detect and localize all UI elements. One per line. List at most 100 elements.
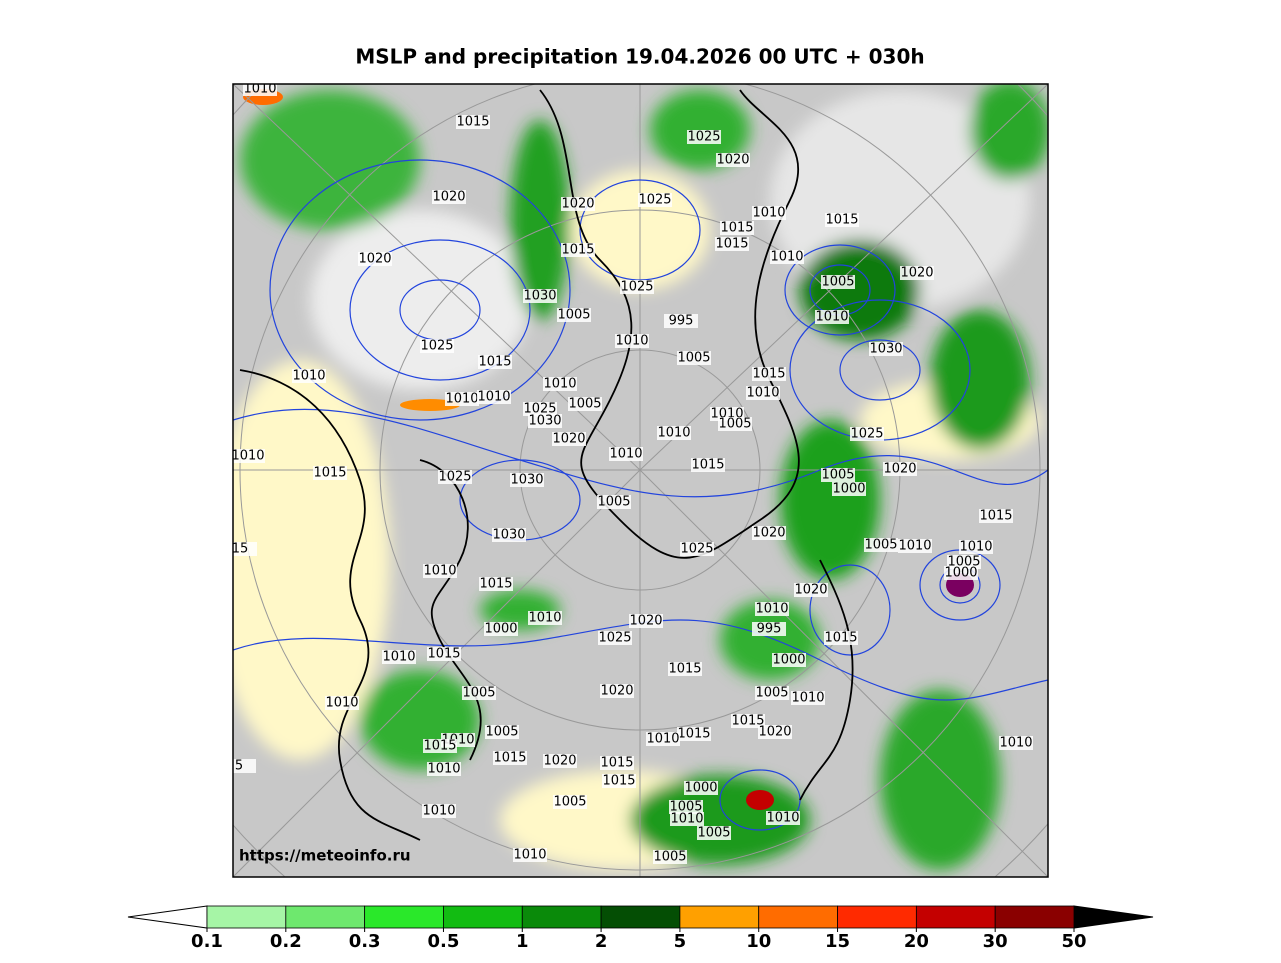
isobar-label: 1005 <box>821 468 854 483</box>
isobar-label-bg <box>561 197 595 211</box>
colorbar-tick-label: 0.2 <box>270 931 302 952</box>
isobar-label-bg <box>772 653 806 667</box>
isobar-label-bg <box>999 736 1033 750</box>
isobar-label-bg <box>646 732 680 746</box>
isobar-label-bg <box>684 781 718 795</box>
isobar-label-bg <box>821 468 855 482</box>
colorbar-box <box>600 905 681 929</box>
isobar-label: 1010 <box>292 369 325 384</box>
isobar-label: 995 <box>669 314 694 329</box>
isobar-label: 1010 <box>791 691 824 706</box>
isobar-label: 1030 <box>492 528 525 543</box>
isobar-label-bg <box>233 759 256 773</box>
isobar-label-bg <box>432 190 466 204</box>
isobar-label: 1010 <box>513 848 546 863</box>
isobar-label-bg <box>233 449 265 463</box>
map-frame <box>232 83 1049 878</box>
isobar-label: 1010 <box>959 540 992 555</box>
isobar-label: 1005 <box>947 555 980 570</box>
isobar-label-bg <box>821 275 855 289</box>
isobar-label: 995 <box>757 622 782 637</box>
isobar-label-bg <box>864 538 898 552</box>
isobar-label: 1025 <box>620 280 653 295</box>
colorbar-box <box>758 905 838 929</box>
isobar-label-bg <box>427 647 461 661</box>
isobar-label-bg <box>600 684 634 698</box>
isobar-label-bg <box>752 206 786 220</box>
isobar-label-bg <box>456 115 490 129</box>
isobar-label-bg <box>668 662 702 676</box>
isobar-label: 1020 <box>900 266 933 281</box>
watermark: https://meteoinfo.ru <box>239 847 411 865</box>
isobar-label-bg <box>947 555 981 569</box>
isobar-label: 1005 <box>557 308 590 323</box>
isobar-label-bg <box>445 392 479 406</box>
isobar-label: 1015 <box>600 756 633 771</box>
isobar-label: 15 <box>232 542 249 557</box>
isobar-label-bg <box>691 458 725 472</box>
isobar-label: 1010 <box>755 602 788 617</box>
colorbar-box <box>837 905 917 929</box>
isobar-label: 1005 <box>821 275 854 290</box>
isobar-label-bg <box>600 756 634 770</box>
isobar-label: 1020 <box>629 614 662 629</box>
isobar-label-bg <box>687 130 721 144</box>
isobar-label-bg <box>477 390 511 404</box>
colorbar-box <box>994 905 1075 929</box>
isobar-label: 1010 <box>325 696 358 711</box>
isobar-label-bg <box>484 622 518 636</box>
isobar-label-bg <box>824 631 858 645</box>
isobar-label: 1020 <box>561 197 594 212</box>
isobar-label: 1010 <box>427 762 460 777</box>
isobar-label-bg <box>680 542 714 556</box>
isobar-label-bg <box>720 221 754 235</box>
isobar-label: 1010 <box>422 804 455 819</box>
isobar-label-bg <box>815 310 849 324</box>
isobar-label: 1020 <box>794 583 827 598</box>
isobar-label-bg <box>766 811 800 825</box>
isobar-label-bg <box>423 739 457 753</box>
title: MSLP and precipitation 19.04.2026 00 UTC… <box>355 45 924 69</box>
isobar-label-bg <box>510 473 544 487</box>
colorbar-tick-label: 1 <box>516 931 529 952</box>
isobar-label: 1025 <box>598 631 631 646</box>
isobar-label: 1020 <box>432 190 465 205</box>
colorbar-tick-label: 0.3 <box>349 931 381 952</box>
isobar-label: 1015 <box>979 509 1012 524</box>
isobar-label-bg <box>752 622 786 636</box>
isobar-label-bg <box>615 334 649 348</box>
isobar-label: 1010 <box>746 386 779 401</box>
isobar-label-bg <box>528 414 562 428</box>
isobar-label: 1010 <box>646 732 679 747</box>
isobar-label-bg <box>752 526 786 540</box>
isobar-label: 1025 <box>850 427 883 442</box>
isobar-label: 1010 <box>615 334 648 349</box>
isobar-label: 1010 <box>657 426 690 441</box>
isobar-label-bg <box>553 795 587 809</box>
isobar-label: 1005 <box>597 495 630 510</box>
isobar-label: 1020 <box>600 684 633 699</box>
isobar-label-bg <box>485 725 519 739</box>
isobar-label: 1010 <box>243 82 276 97</box>
isobar-label-bg <box>657 426 691 440</box>
colorbar-box <box>521 905 602 929</box>
colorbar-box <box>285 905 366 929</box>
colorbar-tick-label: 0.5 <box>428 931 460 952</box>
isobar-label: 1000 <box>684 781 717 796</box>
isobar-label: 1015 <box>668 662 701 677</box>
colorbar-box <box>364 905 444 929</box>
isobar-label: 1015 <box>456 115 489 130</box>
isobar-label-bg <box>492 528 526 542</box>
isobar-label: 1020 <box>883 462 916 477</box>
isobar-label-bg <box>427 762 461 776</box>
isobar-label: 1015 <box>691 458 724 473</box>
isobar-label: 1025 <box>523 402 556 417</box>
isobar-label: 1015 <box>824 631 857 646</box>
isobar-label: 1005 <box>697 826 730 841</box>
isobar-label-bg <box>552 432 586 446</box>
colorbar-tick-label: 5 <box>674 931 687 952</box>
isobar-label-bg <box>664 314 698 328</box>
isobar-label-bg <box>598 631 632 645</box>
isobar-label: 1015 <box>493 751 526 766</box>
